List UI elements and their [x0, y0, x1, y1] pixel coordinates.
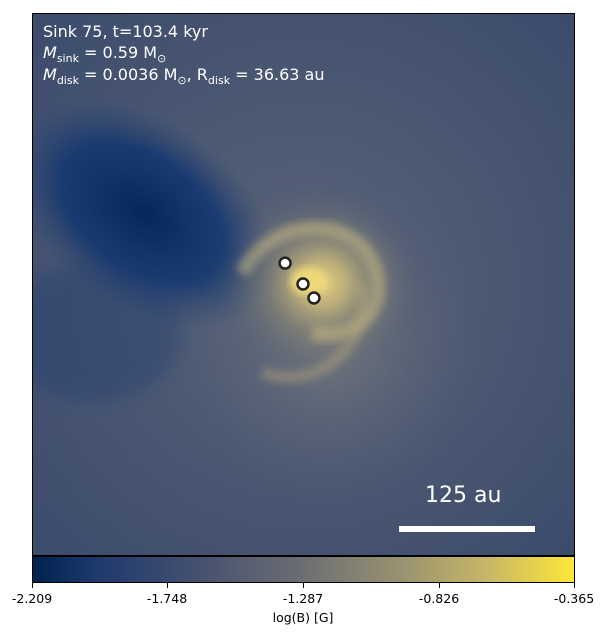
field-map-image — [33, 14, 574, 555]
colorbar — [32, 556, 575, 583]
disk-mass-radius-label: Mdisk = 0.0036 M⊙, Rdisk = 36.63 au — [43, 65, 325, 88]
sink-title: Sink 75, t=103.4 kyr — [43, 22, 208, 41]
colorbar-tick — [574, 583, 575, 588]
sink-mass-label: Msink = 0.59 M⊙ — [43, 43, 167, 66]
colorbar-tick-label: -0.826 — [418, 591, 460, 606]
sink-particle-marker — [278, 256, 292, 270]
sink-particle-marker — [307, 291, 321, 305]
scale-bar-label: 125 au — [425, 483, 502, 508]
colorbar-tick — [303, 583, 304, 588]
colorbar-tick — [167, 583, 168, 588]
sink-markers — [278, 256, 321, 305]
colorbar-tick — [439, 583, 440, 588]
colorbar-tick — [32, 583, 33, 588]
sink-particle-marker — [296, 277, 310, 291]
colorbar-tick-label: -0.365 — [553, 591, 595, 606]
magnetic-field-map: Sink 75, t=103.4 kyr Msink = 0.59 M⊙ Mdi… — [32, 13, 575, 556]
colorbar-tick-label: -1.748 — [146, 591, 188, 606]
scale-bar — [399, 526, 535, 532]
colorbar-tick-label: -2.209 — [11, 591, 53, 606]
colorbar-label: log(B) [G] — [272, 610, 334, 625]
colorbar-tick-label: -1.287 — [282, 591, 324, 606]
